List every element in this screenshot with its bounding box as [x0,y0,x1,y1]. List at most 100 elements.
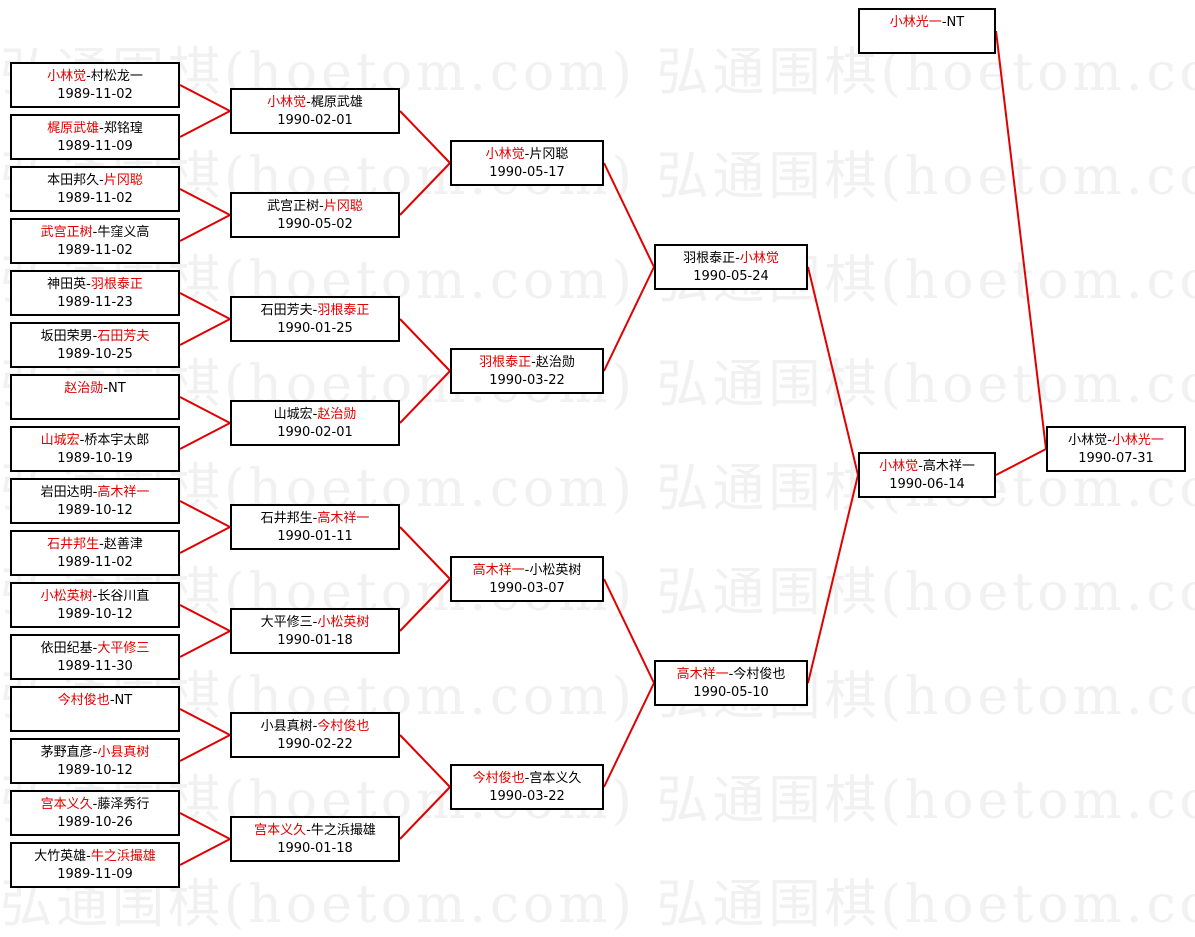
separator: - [312,615,318,630]
match-players: 宫本义久-藤泽秀行 [12,796,178,814]
player-left: 高木祥一 [472,563,525,578]
player-right: 梶原武雄 [310,95,363,110]
separator: - [99,537,104,552]
connector-line [399,110,451,164]
connector-line [399,318,451,372]
match-box-round-3: 今村俊也-宫本义久 1990-03-22 [450,764,604,810]
player-left: 宫本义久 [40,797,93,812]
match-players: 小林觉-片冈聪 [452,146,602,164]
player-left: 小林觉 [1068,433,1108,448]
connector-line [603,578,655,684]
player-right: 桥本宇太郎 [84,433,150,448]
separator: - [99,121,104,136]
player-right: 牛之浜撮雄 [310,823,376,838]
connector-line [179,84,231,112]
separator: - [92,797,98,812]
separator: - [103,381,109,396]
match-box-round-1: 石井邦生-赵善津 1989-11-02 [10,530,180,576]
match-players: 大平修三-小松英树 [232,614,398,632]
match-date [12,398,178,416]
player-left: 今村俊也 [57,693,110,708]
match-date: 1989-11-23 [57,295,133,310]
match-date: 1989-10-12 [57,763,133,778]
match-box-round-4: 高木祥一-今村俊也 1990-05-10 [654,660,808,706]
match-date: 1989-10-12 [57,607,133,622]
player-left: 梶原武雄 [47,121,100,136]
separator: - [312,719,318,734]
match-box-round-5: 小林觉-高木祥一 1990-06-14 [858,452,996,498]
player-left: 今村俊也 [472,771,525,786]
connector-line [399,578,451,632]
match-players: 大竹英雄-牛之浜撮雄 [12,848,178,866]
match-players: 高木祥一-今村俊也 [656,666,806,684]
match-players: 石田芳夫-羽根泰正 [232,302,398,320]
player-left: 宫本义久 [254,823,307,838]
separator: - [319,199,324,214]
match-players: 石井邦生-高木祥一 [232,510,398,528]
separator: - [92,745,98,760]
player-left: 高木祥一 [676,667,729,682]
connector-line [179,318,231,346]
match-box-round-1: 岩田达明-高木祥一 1989-10-12 [10,478,180,524]
final-match-box: 小林觉-小林光一 1990-07-31 [1046,426,1186,472]
player-right: 藤泽秀行 [97,797,150,812]
match-date: 1990-01-25 [277,321,353,336]
player-right: 高木祥一 [97,485,150,500]
player-left: 茅野直彦 [40,745,93,760]
match-box-round-2: 石田芳夫-羽根泰正 1990-01-25 [230,296,400,342]
separator: - [735,251,740,266]
separator: - [109,693,115,708]
player-left: 武宫正树 [40,225,93,240]
match-date: 1990-05-02 [277,217,353,232]
player-left: 小林觉 [47,69,87,84]
connector-line [603,162,655,268]
connector-line [179,630,231,658]
connector-line [179,110,231,138]
player-right: 赵治勋 [535,355,575,370]
match-players: 羽根泰正-小林觉 [656,250,806,268]
match-box-round-3: 羽根泰正-赵治勋 1990-03-22 [450,348,604,394]
match-date: 1990-05-17 [489,165,565,180]
match-box-round-2: 大平修三-小松英树 1990-01-18 [230,608,400,654]
connector-line [179,604,231,632]
connector-line [179,526,231,554]
connector-line [179,188,231,216]
player-right: 赵治勋 [317,407,357,422]
match-date: 1989-11-02 [57,243,133,258]
match-players: 小林觉-村松龙一 [12,68,178,86]
connector-line [603,266,655,372]
player-right: NT [108,381,126,396]
match-players: 小县真树-今村俊也 [232,718,398,736]
match-players: 坂田荣男-石田芳夫 [12,328,178,346]
player-right: 郑铭瑝 [103,121,143,136]
match-box-round-1: 小林觉-村松龙一 1989-11-02 [10,62,180,108]
player-right: 羽根泰正 [317,303,370,318]
player-left: 赵治勋 [64,381,104,396]
player-left: 大竹英雄 [34,849,87,864]
match-date: 1990-03-07 [489,581,565,596]
separator: - [728,667,734,682]
player-left: 坂田荣男 [40,329,93,344]
match-box-round-1: 宫本义久-藤泽秀行 1989-10-26 [10,790,180,836]
player-left: 武宫正树 [267,199,320,214]
connector-line [399,526,451,580]
match-box-round-2: 武宫正树-片冈聪 1990-05-02 [230,192,400,238]
connector-line [399,786,451,840]
match-players: 本田邦久-片冈聪 [12,172,178,190]
separator: - [92,329,98,344]
player-right: NT [946,15,965,30]
connector-line [179,500,231,528]
match-date: 1990-01-18 [277,633,353,648]
match-box-round-1: 小松英树-长谷川直 1989-10-12 [10,582,180,628]
player-right: 高木祥一 [922,459,975,474]
match-box-round-1: 大竹英雄-牛之浜撮雄 1989-11-09 [10,842,180,888]
match-players: 武宫正树-牛窪义高 [12,224,178,242]
connector-line [179,812,231,840]
match-date [12,710,178,728]
match-box-round-1: 梶原武雄-郑铭瑝 1989-11-09 [10,114,180,160]
separator: - [941,15,947,30]
match-players: 小松英树-长谷川直 [12,588,178,606]
match-date: 1989-10-26 [57,815,133,830]
separator: - [312,303,318,318]
player-right: 小林觉 [739,251,779,266]
